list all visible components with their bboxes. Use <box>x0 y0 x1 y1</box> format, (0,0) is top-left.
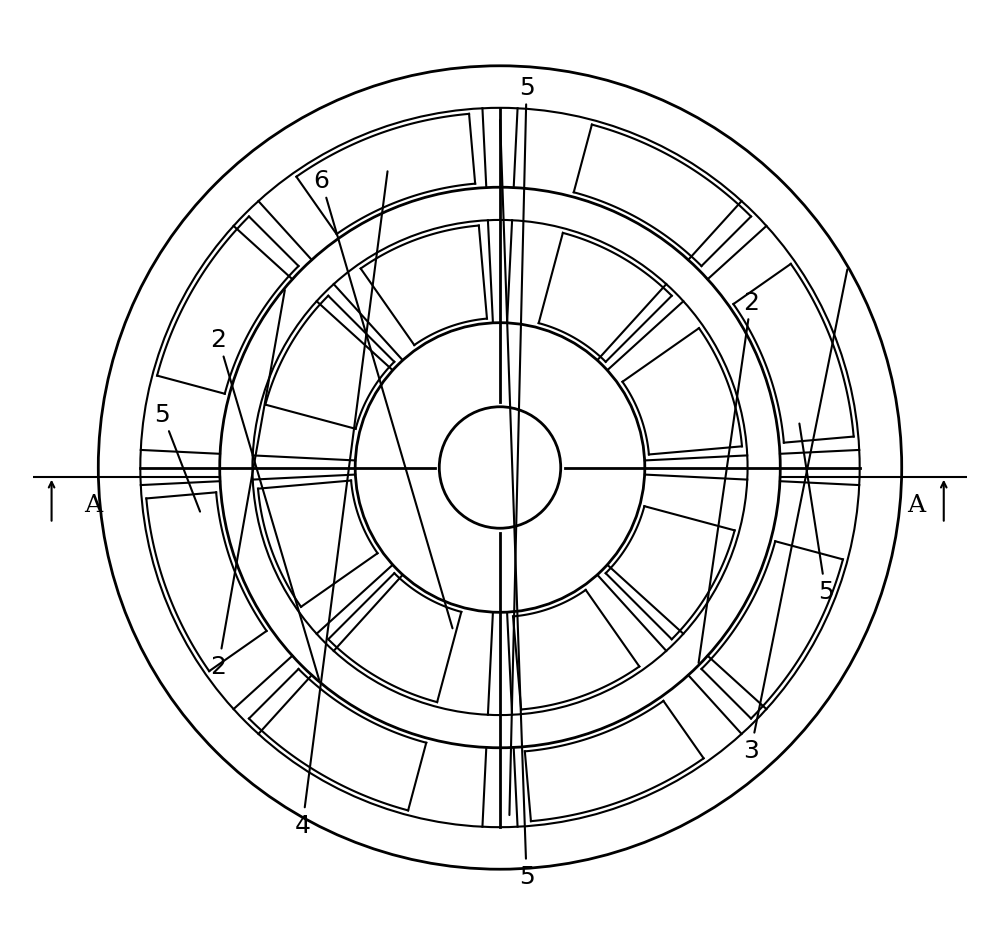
Text: 6: 6 <box>313 169 453 629</box>
Text: 5: 5 <box>799 424 833 604</box>
Text: 2: 2 <box>210 328 319 680</box>
Text: 4: 4 <box>294 172 388 837</box>
Text: 2: 2 <box>210 291 285 679</box>
Text: A: A <box>85 494 103 517</box>
Text: 5: 5 <box>500 121 534 888</box>
Text: 5: 5 <box>509 76 534 815</box>
Text: 2: 2 <box>699 290 759 664</box>
Text: 5: 5 <box>154 402 200 512</box>
Text: A: A <box>907 494 925 517</box>
Text: 3: 3 <box>743 271 847 762</box>
